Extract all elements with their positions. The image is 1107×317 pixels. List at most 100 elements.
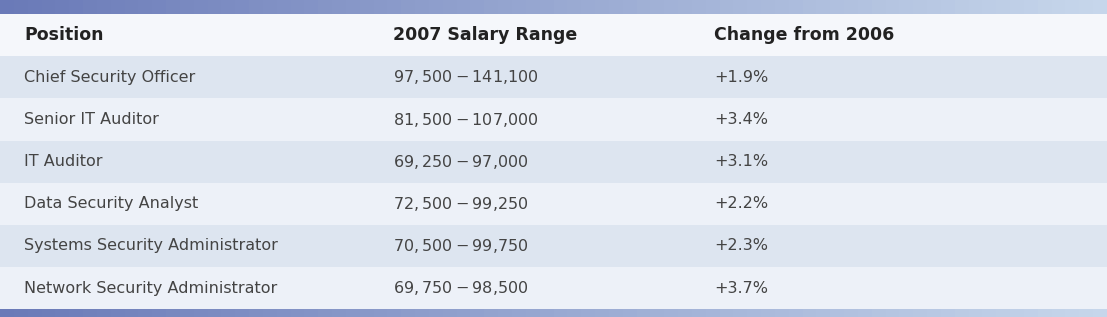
Bar <box>803 309 816 317</box>
Bar <box>554 309 567 317</box>
Text: Data Security Analyst: Data Security Analyst <box>24 196 198 211</box>
Text: 2007 Salary Range: 2007 Salary Range <box>393 26 577 44</box>
Bar <box>262 0 277 14</box>
Bar <box>124 309 138 317</box>
Bar <box>594 309 609 317</box>
Bar <box>332 309 345 317</box>
Bar <box>97 0 111 14</box>
Bar <box>720 309 733 317</box>
Bar <box>249 0 263 14</box>
Bar <box>540 309 554 317</box>
Bar <box>277 0 290 14</box>
Bar <box>456 0 470 14</box>
Bar <box>899 309 913 317</box>
Bar <box>83 309 96 317</box>
Bar <box>374 309 387 317</box>
Bar <box>540 0 554 14</box>
Bar <box>677 309 692 317</box>
Bar <box>208 0 221 14</box>
Text: $81,500 - $107,000: $81,500 - $107,000 <box>393 111 539 129</box>
Bar <box>858 309 872 317</box>
Text: +2.3%: +2.3% <box>714 238 768 253</box>
Bar <box>208 309 221 317</box>
Text: +1.9%: +1.9% <box>714 70 768 85</box>
Bar <box>153 0 166 14</box>
Text: Chief Security Officer: Chief Security Officer <box>24 70 196 85</box>
Bar <box>41 0 55 14</box>
Text: +3.4%: +3.4% <box>714 112 768 127</box>
Bar <box>194 309 208 317</box>
Bar <box>179 309 194 317</box>
Bar <box>637 0 650 14</box>
Bar <box>1038 309 1052 317</box>
Bar <box>360 0 374 14</box>
Bar <box>456 309 470 317</box>
Bar <box>249 309 263 317</box>
Text: $70,500 - $99,750: $70,500 - $99,750 <box>393 237 528 255</box>
Bar <box>166 309 179 317</box>
Bar <box>858 0 872 14</box>
Bar <box>194 0 208 14</box>
Bar <box>969 309 983 317</box>
Bar <box>111 309 124 317</box>
Bar <box>526 309 539 317</box>
Text: IT Auditor: IT Auditor <box>24 154 103 169</box>
Bar <box>138 0 153 14</box>
Bar <box>415 0 430 14</box>
Bar <box>387 309 401 317</box>
Bar <box>69 0 83 14</box>
Bar <box>0 267 1107 309</box>
Bar <box>941 0 954 14</box>
Bar <box>692 309 706 317</box>
Bar <box>762 309 775 317</box>
Bar <box>262 309 277 317</box>
Bar <box>1094 0 1107 14</box>
Bar <box>941 309 954 317</box>
Bar <box>996 309 1010 317</box>
Bar <box>969 0 983 14</box>
Text: +2.2%: +2.2% <box>714 196 768 211</box>
Bar <box>304 0 319 14</box>
Bar <box>470 0 485 14</box>
Bar <box>55 309 69 317</box>
Bar <box>415 309 430 317</box>
Bar <box>97 309 111 317</box>
Bar <box>443 0 457 14</box>
Bar <box>290 0 304 14</box>
Bar <box>567 309 581 317</box>
Bar <box>1094 309 1107 317</box>
Bar <box>430 0 443 14</box>
Bar <box>319 0 332 14</box>
Bar <box>609 309 622 317</box>
Bar <box>733 0 747 14</box>
Bar <box>0 99 1107 141</box>
Bar <box>775 0 788 14</box>
Bar <box>0 183 1107 225</box>
Bar <box>83 0 96 14</box>
Bar <box>928 309 941 317</box>
Bar <box>13 0 28 14</box>
Bar <box>594 0 609 14</box>
Bar <box>221 309 235 317</box>
Text: Systems Security Administrator: Systems Security Administrator <box>24 238 278 253</box>
Bar <box>871 309 886 317</box>
Text: $69,250 - $97,000: $69,250 - $97,000 <box>393 153 528 171</box>
Bar <box>871 0 886 14</box>
Bar <box>235 0 249 14</box>
Bar <box>817 0 830 14</box>
Bar <box>290 309 304 317</box>
Text: Position: Position <box>24 26 104 44</box>
Bar <box>664 309 677 317</box>
Bar <box>41 309 55 317</box>
Bar <box>485 0 498 14</box>
Bar <box>954 309 969 317</box>
Bar <box>788 309 803 317</box>
Bar <box>360 309 374 317</box>
Bar <box>345 309 360 317</box>
Bar <box>526 0 539 14</box>
Bar <box>775 309 788 317</box>
Bar <box>747 0 762 14</box>
Bar <box>511 0 526 14</box>
Bar <box>1052 0 1065 14</box>
Bar <box>677 0 692 14</box>
